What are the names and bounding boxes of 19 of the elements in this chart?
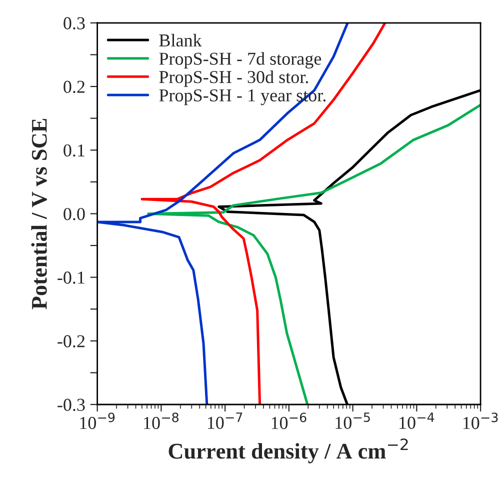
y-tick-label: 0.0	[64, 208, 85, 220]
y-tick-label: -0.3	[58, 398, 85, 412]
x-tick-label: 10$^{−5}$	[336, 412, 370, 429]
y-tick-label: -0.2	[58, 335, 85, 348]
x-tick-label: 10$^{−4}$	[400, 412, 434, 429]
x-tick-label: 10$^{−8}$	[144, 412, 178, 430]
y-tick-label: -0.1	[58, 272, 84, 284]
x-tick-label: 10$^{−3}$	[463, 412, 498, 430]
y-axis-title: Potential / V vs SCE	[31, 118, 47, 310]
y-tick-label: 0.3	[64, 17, 85, 30]
x-axis-title: Current density / A cm$^{−2}$	[168, 438, 408, 464]
x-tick-label: 10$^{−7}$	[208, 412, 242, 429]
x-tick-label: 10$^{−6}$	[272, 412, 306, 430]
x-tick-label: 10$^{−9}$	[80, 412, 115, 430]
y-tick-label: 0.2	[64, 80, 85, 94]
legend-label: Blank	[159, 34, 202, 47]
legend-label: PropS-SH - 7d storage	[159, 52, 322, 69]
legend-label: PropS-SH - 30d stor.	[159, 70, 308, 87]
y-tick-label: 0.1	[64, 144, 84, 157]
